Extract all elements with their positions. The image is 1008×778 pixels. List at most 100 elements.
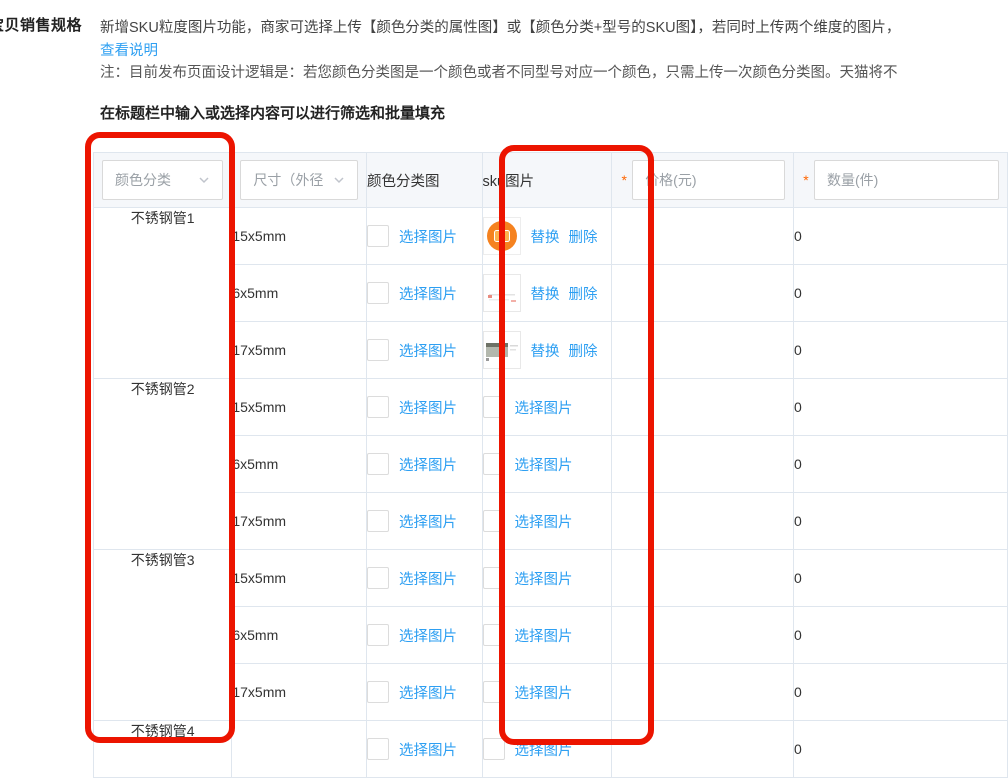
size-cell: 17x5mm [231,492,367,550]
color-image-checkbox[interactable] [366,738,389,760]
color-image-select-link[interactable]: 选择图片 [398,457,457,474]
sku-thumbnail-orange-product[interactable] [482,217,521,255]
price-batch-input[interactable]: 价格(元) [632,160,785,200]
size-cell [231,720,367,778]
color-group-cell: 不锈钢管2 [92,378,233,550]
price-cell[interactable] [611,321,794,379]
color-image-select-link[interactable]: 选择图片 [398,514,457,531]
sku-thumbnail-gray-panel[interactable] [482,331,521,369]
color-image-select-link[interactable]: 选择图片 [398,685,457,702]
sku-image-checkbox[interactable] [482,624,505,646]
quantity-value[interactable]: 0 [792,264,1008,322]
sku-replace-link[interactable]: 替换 [530,343,560,360]
price-cell[interactable] [611,720,794,778]
price-cell[interactable] [611,378,794,436]
color-image-checkbox[interactable] [366,681,389,703]
table-row: 不锈钢管2 15x5mm 选择图片 选择图片 0 [92,378,1008,550]
quantity-value[interactable]: 0 [792,549,1008,607]
color-image-select-link[interactable]: 选择图片 [398,286,457,303]
quantity-value[interactable]: 0 [792,378,1008,436]
color-image-checkbox[interactable] [366,396,389,418]
color-image-select-link[interactable]: 选择图片 [398,742,457,759]
color-image-select-link[interactable]: 选择图片 [398,229,457,246]
size-cell: 6x5mm [231,435,367,493]
sku-image-select-link[interactable]: 选择图片 [514,514,573,531]
color-image-checkbox[interactable] [366,510,389,532]
sku-image-select-link[interactable]: 选择图片 [514,685,573,702]
chevron-down-icon [199,177,209,184]
sku-image-checkbox[interactable] [482,567,505,589]
sku-image-checkbox[interactable] [482,453,505,475]
sku-image-header: sku图片 [481,152,613,208]
color-group-cell: 不锈钢管1 [92,207,233,379]
color-image-checkbox[interactable] [366,225,389,247]
price-cell[interactable] [611,492,794,550]
chevron-down-icon [334,177,344,184]
filter-hint: 在标题栏中输入或选择内容可以进行筛选和批量填充 [100,105,446,122]
price-cell[interactable] [611,207,794,265]
price-cell[interactable] [611,264,794,322]
size-filter-dropdown[interactable]: 尺寸（外径 [240,160,358,200]
sku-image-select-link[interactable]: 选择图片 [514,571,573,588]
size-cell: 15x5mm [231,549,367,607]
sku-delete-link[interactable]: 删除 [568,286,598,303]
quantity-value[interactable]: 0 [792,720,1008,778]
required-asterisk: * [621,172,627,188]
color-image-header: 颜色分类图 [365,152,483,208]
sku-image-checkbox[interactable] [482,510,505,532]
color-image-select-link[interactable]: 选择图片 [398,628,457,645]
quantity-value[interactable]: 0 [792,606,1008,664]
color-image-checkbox[interactable] [366,624,389,646]
sku-image-select-link[interactable]: 选择图片 [514,400,573,417]
color-filter-label: 颜色分类 [115,172,171,188]
color-image-checkbox[interactable] [366,567,389,589]
sku-image-checkbox[interactable] [482,681,505,703]
color-image-select-link[interactable]: 选择图片 [398,343,457,360]
quantity-value[interactable]: 0 [792,321,1008,379]
sku-thumbnail-white-document[interactable] [482,274,521,312]
quantity-value[interactable]: 0 [792,663,1008,721]
required-asterisk: * [803,172,809,188]
color-image-checkbox[interactable] [366,282,389,304]
quantity-placeholder: 数量(件) [826,172,879,188]
size-filter-label: 尺寸（外径 [253,172,324,188]
size-cell: 17x5mm [231,321,367,379]
sku-delete-link[interactable]: 删除 [568,229,598,246]
price-cell[interactable] [611,549,794,607]
section-label: 宝贝销售规格 [0,17,83,34]
quantity-batch-input[interactable]: 数量(件) [813,160,999,200]
size-cell: 15x5mm [231,207,367,265]
price-cell[interactable] [611,435,794,493]
size-cell: 15x5mm [231,378,367,436]
sku-table: 颜色分类 尺寸（外径 颜色分类图 sku图片 * [92,152,1008,778]
intro-text: 新增SKU粒度图片功能，商家可选择上传【颜色分类的属性图】或【颜色分类+型号的S… [100,20,901,36]
price-cell[interactable] [611,606,794,664]
price-cell[interactable] [611,663,794,721]
table-row: 6x5mm 选择图片 替换 删除 0 [94,264,1008,322]
sku-delete-link[interactable]: 删除 [568,343,598,360]
color-image-select-link[interactable]: 选择图片 [398,571,457,588]
color-group-cell: 不锈钢管4 [92,720,233,778]
color-image-select-link[interactable]: 选择图片 [398,400,457,417]
sku-replace-link[interactable]: 替换 [530,286,560,303]
size-cell: 17x5mm [231,663,367,721]
color-group-cell: 不锈钢管3 [92,549,233,721]
sku-image-select-link[interactable]: 选择图片 [514,742,573,759]
intro-note: 注：目前发布页面设计逻辑是：若您颜色分类图是一个颜色或者不同型号对应一个颜色，只… [100,65,898,81]
size-cell: 6x5mm [231,264,367,322]
table-header-row: 颜色分类 尺寸（外径 颜色分类图 sku图片 * [92,152,1008,208]
sku-image-select-link[interactable]: 选择图片 [514,628,573,645]
table-row: 不锈钢管4 选择图片 选择图片 0 [92,720,1008,778]
color-image-checkbox[interactable] [366,453,389,475]
size-cell: 6x5mm [231,606,367,664]
quantity-value[interactable]: 0 [792,207,1008,265]
color-image-checkbox[interactable] [366,339,389,361]
quantity-value[interactable]: 0 [792,492,1008,550]
view-docs-link[interactable]: 查看说明 [100,43,158,59]
sku-image-checkbox[interactable] [482,396,505,418]
color-filter-dropdown[interactable]: 颜色分类 [102,160,224,200]
quantity-value[interactable]: 0 [792,435,1008,493]
sku-image-select-link[interactable]: 选择图片 [514,457,573,474]
sku-image-checkbox[interactable] [482,738,505,760]
sku-replace-link[interactable]: 替换 [530,229,560,246]
